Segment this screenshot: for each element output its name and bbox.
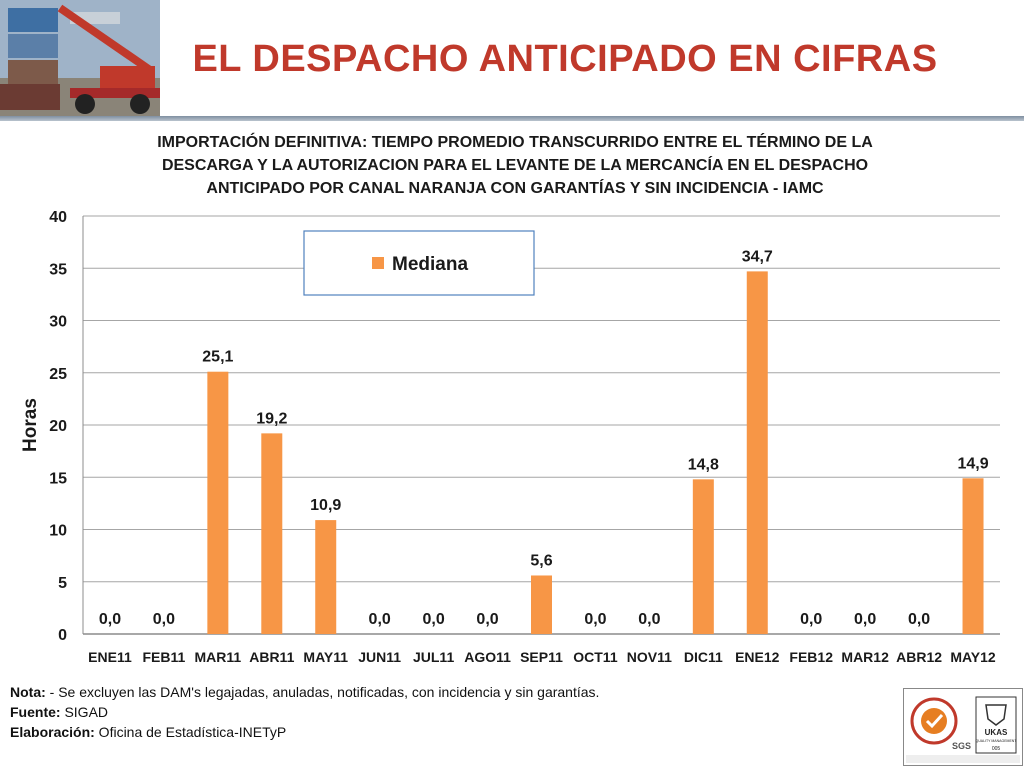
legend-swatch: [372, 257, 384, 269]
y-tick-label: 30: [49, 314, 67, 331]
sgs-certification-logo: SGS: [910, 697, 971, 751]
bar: [207, 371, 229, 634]
footer-notes: Nota: - Se excluyen las DAM's legajadas,…: [10, 682, 599, 742]
x-tick-label: ENE11: [88, 649, 132, 665]
x-tick-label: MAR11: [195, 649, 242, 665]
data-label: 0,0: [476, 611, 498, 628]
y-tick-label: 35: [49, 261, 67, 278]
bar: [692, 479, 714, 634]
data-label: 0,0: [153, 611, 175, 628]
note-line: Nota: - Se excluyen las DAM's legajadas,…: [10, 682, 599, 702]
data-label: 14,9: [957, 455, 988, 472]
sgs-text: SGS: [952, 741, 971, 751]
data-label: 0,0: [422, 611, 444, 628]
data-label: 34,7: [742, 248, 773, 265]
header-photo: [0, 0, 160, 118]
data-label: 14,8: [688, 456, 719, 473]
container-crane-illustration: [0, 0, 160, 118]
data-label: 0,0: [908, 611, 930, 628]
x-tick-label: FEB11: [143, 649, 186, 665]
x-tick-label: ABR11: [249, 649, 294, 665]
data-label: 0,0: [800, 611, 822, 628]
y-tick-label: 15: [49, 470, 67, 487]
x-tick-label: MAR12: [841, 649, 889, 665]
x-tick-label: ENE12: [735, 649, 780, 665]
note-text: - Se excluyen las DAM's legajadas, anula…: [45, 684, 600, 700]
x-tick-label: ABR12: [896, 649, 942, 665]
chart-title-line-1: IMPORTACIÓN DEFINITIVA: TIEMPO PROMEDIO …: [157, 134, 873, 151]
prepared-by-line: Elaboración: Oficina de Estadística-INET…: [10, 722, 599, 742]
x-tick-label: MAY11: [303, 649, 348, 665]
x-tick-label: AGO11: [464, 649, 511, 665]
bar-chart: 0 5 10 15 20 25 30 35 40 Horas 0,0 ENE11 0,0 FEB11 25,…: [20, 209, 1000, 665]
x-tick-label: OCT11: [573, 649, 618, 665]
source-line: Fuente: SIGAD: [10, 702, 599, 722]
title-divider: [0, 116, 1024, 121]
data-label: 0,0: [638, 611, 660, 628]
crown-icon: [985, 704, 1007, 726]
legend-box: [303, 230, 535, 296]
note-label: Nota:: [10, 684, 46, 700]
chart-title-line-2: DESCARGA Y LA AUTORIZACION PARA EL LEVAN…: [161, 157, 869, 174]
data-label: 0,0: [584, 611, 606, 628]
data-label: 0,0: [99, 611, 121, 628]
ukas-certification-logo: UKAS QUALITY MANAGEMENT 005: [975, 696, 1018, 754]
bar: [531, 575, 552, 634]
certification-logos: SGS UKAS QUALITY MANAGEMENT 005: [903, 688, 1023, 766]
y-tick-label: 0: [58, 627, 67, 644]
source-text: SIGAD: [60, 704, 109, 720]
ukas-sub-text: QUALITY MANAGEMENT: [976, 739, 1018, 743]
y-tick-label: 5: [58, 575, 67, 592]
x-tick-label: NOV11: [627, 649, 672, 665]
legend-label: Mediana: [392, 254, 468, 275]
data-label: 5,6: [530, 552, 552, 569]
y-tick-label: 20: [49, 418, 67, 435]
x-tick-label: MAY12: [950, 649, 996, 665]
x-tick-label: FEB12: [789, 649, 833, 665]
ukas-text: UKAS: [985, 728, 1008, 737]
bar: [261, 433, 283, 634]
chart-title: IMPORTACIÓN DEFINITIVA: TIEMPO PROMEDIO …: [120, 131, 910, 200]
bar: [746, 271, 768, 634]
data-label: 19,2: [256, 410, 287, 427]
x-tick-label: JUL11: [413, 649, 454, 665]
x-tick-label: JUN11: [358, 649, 401, 665]
y-axis-label: Horas: [20, 398, 41, 452]
data-label: 25,1: [202, 349, 233, 366]
chart-title-line-3: ANTICIPADO POR CANAL NARANJA CON GARANTÍ…: [206, 180, 824, 197]
page-title: EL DESPACHO ANTICIPADO EN CIFRAS: [192, 38, 938, 80]
source-label: Fuente:: [10, 704, 61, 720]
data-label: 0,0: [369, 611, 391, 628]
x-tick-label: DIC11: [684, 649, 723, 665]
y-tick-label: 25: [49, 366, 67, 383]
data-label: 0,0: [854, 611, 876, 628]
x-tick-label: SEP11: [520, 649, 563, 665]
prepared-by-label: Elaboración:: [10, 724, 95, 740]
y-tick-label: 10: [49, 523, 67, 540]
bar: [962, 478, 984, 634]
prepared-by-text: Oficina de Estadística-INETyP: [94, 724, 287, 740]
y-tick-label: 40: [49, 209, 67, 226]
certification-caption-strip: [906, 755, 1020, 763]
ukas-code-text: 005: [992, 746, 1001, 752]
data-label: 10,9: [310, 497, 341, 514]
bar: [315, 520, 337, 634]
